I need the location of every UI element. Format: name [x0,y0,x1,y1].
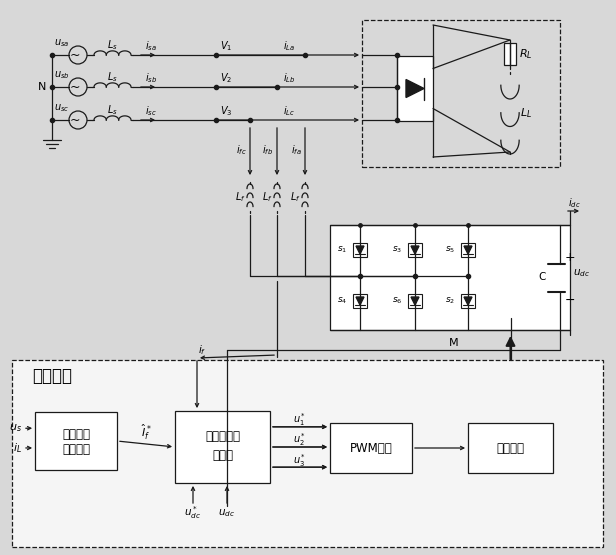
Text: 谐波电流: 谐波电流 [62,427,90,441]
Text: $L_s$: $L_s$ [107,38,118,52]
Text: $i_{sa}$: $i_{sa}$ [145,39,157,53]
Text: $i_{fc}$: $i_{fc}$ [236,143,246,157]
Text: $s_2$: $s_2$ [445,296,455,306]
Text: $u_1^*$: $u_1^*$ [293,411,307,428]
Text: ~: ~ [70,80,80,93]
Text: M: M [449,338,459,348]
Polygon shape [464,297,472,305]
Text: $i_{sb}$: $i_{sb}$ [145,71,157,85]
Text: $u_{sb}$: $u_{sb}$ [54,69,70,81]
Bar [408,243,422,257]
Bar [461,243,475,257]
Text: $-$: $-$ [564,293,575,306]
Text: $u_2^*$: $u_2^*$ [293,432,307,448]
Text: $i_{dc}$: $i_{dc}$ [568,196,580,210]
Text: $u_{dc}$: $u_{dc}$ [573,268,591,279]
Text: $i_{Lc}$: $i_{Lc}$ [283,104,295,118]
Polygon shape [406,79,424,98]
Text: $i_{fb}$: $i_{fb}$ [262,143,274,157]
Text: 滑模变结构: 滑模变结构 [205,430,240,443]
Bar [330,225,570,330]
Text: $i_f$: $i_f$ [198,343,206,357]
Text: $L_f$: $L_f$ [235,190,245,204]
Text: $L_f$: $L_f$ [262,190,272,204]
Text: $i_{fa}$: $i_{fa}$ [291,143,301,157]
Text: $u_{dc}^*$: $u_{dc}^*$ [184,504,201,521]
Text: $L_f$: $L_f$ [290,190,301,204]
Bar [504,43,516,65]
Bar [397,56,433,121]
Polygon shape [411,297,419,305]
Text: ~: ~ [70,114,80,127]
Text: $s_5$: $s_5$ [445,245,455,255]
Text: $s_3$: $s_3$ [392,245,402,255]
Text: 控制系统: 控制系统 [32,367,72,385]
Bar [468,423,553,473]
Polygon shape [411,246,419,254]
Polygon shape [356,246,364,254]
Text: N: N [38,83,46,93]
Bar [330,423,412,473]
Text: $\hat{I}_f^*$: $\hat{I}_f^*$ [140,422,152,442]
Text: $s_6$: $s_6$ [392,296,402,306]
Bar [35,412,117,470]
Text: PWM信号: PWM信号 [350,441,392,455]
Text: $R_L$: $R_L$ [519,47,533,61]
Text: $i_L$: $i_L$ [13,441,22,455]
Text: $i_{sc}$: $i_{sc}$ [145,104,157,118]
Text: +: + [565,251,575,264]
Text: 控制器: 控制器 [212,449,233,462]
Text: $u_{sc}$: $u_{sc}$ [54,102,70,114]
Text: $s_4$: $s_4$ [337,296,347,306]
Text: $L_s$: $L_s$ [107,103,118,117]
Text: $s_1$: $s_1$ [337,245,347,255]
Text: $u_{dc}$: $u_{dc}$ [219,507,235,519]
Bar [353,294,367,308]
Text: ~: ~ [70,48,80,62]
Polygon shape [356,297,364,305]
Text: $L_L$: $L_L$ [520,106,532,120]
Text: $i_{Lb}$: $i_{Lb}$ [283,71,295,85]
Text: 检测电路: 检测电路 [62,443,90,456]
Bar [12,360,603,547]
Bar [408,294,422,308]
Text: $u_{sa}$: $u_{sa}$ [54,37,70,49]
Text: $i_{La}$: $i_{La}$ [283,39,295,53]
Text: $u_s$: $u_s$ [9,422,22,434]
Bar [175,411,270,483]
Text: 驱动电路: 驱动电路 [496,441,524,455]
Text: $L_s$: $L_s$ [107,70,118,84]
Bar [353,243,367,257]
Text: C: C [538,273,546,282]
Polygon shape [464,246,472,254]
Text: $u_3^*$: $u_3^*$ [293,452,307,468]
Text: $V_1$: $V_1$ [220,39,232,53]
Bar [461,294,475,308]
Text: $V_3$: $V_3$ [220,104,232,118]
Text: $V_2$: $V_2$ [220,71,232,85]
Bar [362,20,560,167]
